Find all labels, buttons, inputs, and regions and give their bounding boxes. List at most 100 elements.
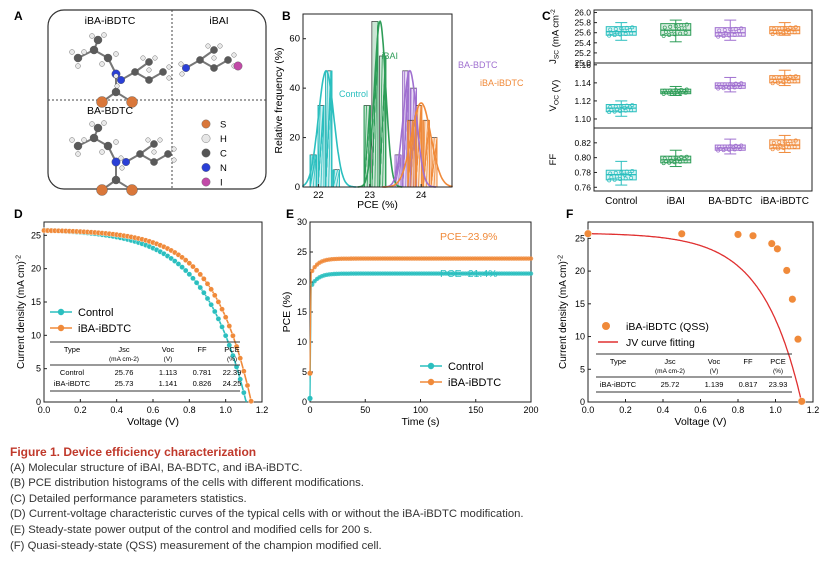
data-point bbox=[237, 355, 243, 362]
x-tick-label: 50 bbox=[360, 405, 370, 415]
sulfur-atom bbox=[96, 96, 108, 108]
data-point bbox=[679, 87, 684, 92]
data-point bbox=[248, 398, 254, 404]
data-point bbox=[732, 147, 737, 152]
bar-hatch bbox=[363, 105, 367, 188]
data-point bbox=[607, 110, 612, 115]
y-tick-label: 10 bbox=[575, 332, 585, 342]
bar-hatch bbox=[312, 154, 317, 188]
data-point bbox=[208, 301, 214, 308]
data-point bbox=[662, 25, 667, 30]
qss-data-point bbox=[677, 229, 686, 238]
y-tick-label: 25 bbox=[575, 233, 585, 243]
data-point bbox=[608, 171, 613, 176]
panel-letter-e: E bbox=[286, 207, 294, 221]
y-tick-label: 1.16 bbox=[574, 60, 591, 70]
y-axis-label: Current density (mA cm)-2 bbox=[16, 255, 28, 369]
data-point bbox=[738, 32, 743, 37]
plot-frame bbox=[593, 62, 813, 129]
data-point bbox=[683, 90, 688, 95]
data-point bbox=[682, 26, 687, 31]
legend-label: iBA-iBDTC bbox=[78, 323, 131, 335]
data-point bbox=[614, 174, 619, 179]
data-point bbox=[793, 25, 798, 30]
data-point bbox=[661, 161, 666, 166]
data-point bbox=[778, 143, 783, 148]
label-ibai: iBAI bbox=[209, 15, 228, 27]
legend-marker bbox=[57, 308, 65, 316]
data-point bbox=[230, 352, 236, 359]
bar-hatch bbox=[363, 105, 371, 188]
data-point bbox=[222, 314, 229, 321]
nitrogen-atom bbox=[111, 157, 121, 167]
hydrogen-atom bbox=[171, 146, 177, 152]
hydrogen-atom bbox=[217, 43, 223, 49]
data-point bbox=[219, 306, 225, 312]
hydrogen-atom bbox=[178, 61, 184, 67]
series-annotation: Control bbox=[339, 89, 368, 99]
x-tick-label: 0.0 bbox=[582, 405, 595, 415]
data-point bbox=[215, 299, 222, 305]
hydrogen-atom bbox=[171, 157, 177, 163]
gaussian-fit-line bbox=[302, 69, 357, 188]
panel-letter-b: B bbox=[282, 9, 291, 23]
data-point bbox=[772, 78, 777, 83]
plot-frame bbox=[593, 9, 813, 64]
panel-d-jv-curves: D 0.0 0.2 0.4 0.6 0.8 1.0 1.2 0 5 10 15 20 25 Voltage … bbox=[14, 207, 268, 428]
data-point bbox=[788, 25, 793, 30]
sulfur-atom bbox=[126, 184, 138, 196]
table-header: FF bbox=[743, 357, 753, 366]
category-label: iBAI bbox=[667, 196, 685, 207]
data-point bbox=[721, 34, 726, 39]
panel-letter-d: D bbox=[14, 207, 23, 221]
data-point bbox=[623, 108, 628, 113]
data-point bbox=[793, 138, 798, 143]
x-tick-label: 0.8 bbox=[732, 405, 745, 415]
legend-atom-icon bbox=[201, 177, 211, 187]
data-point bbox=[673, 155, 678, 160]
data-point bbox=[179, 264, 185, 270]
y-tick-label: 25.4 bbox=[574, 38, 591, 48]
y-tick-label: 25.2 bbox=[574, 48, 591, 58]
table-header: Type bbox=[64, 345, 80, 354]
qss-data-point bbox=[793, 335, 803, 344]
x-axis-label: Voltage (V) bbox=[675, 416, 727, 428]
x-tick-label: 0.6 bbox=[694, 405, 707, 415]
carbon-atom bbox=[150, 140, 158, 148]
data-point bbox=[728, 27, 733, 32]
data-point bbox=[678, 31, 683, 36]
legend-atom-icon bbox=[201, 148, 211, 158]
y-tick-label: 5 bbox=[36, 364, 41, 374]
data-point bbox=[679, 23, 684, 28]
data-point bbox=[672, 32, 677, 37]
table-header: Jsc bbox=[118, 345, 130, 354]
hydrogen-atom bbox=[75, 63, 81, 69]
data-point bbox=[629, 175, 634, 180]
data-point bbox=[684, 87, 689, 92]
carbon-atom bbox=[93, 35, 103, 45]
data-point bbox=[786, 142, 791, 146]
data-point bbox=[722, 82, 727, 87]
legend-atom-symbol: H bbox=[220, 134, 227, 145]
data-point bbox=[772, 29, 777, 34]
data-point bbox=[171, 258, 178, 264]
data-point bbox=[683, 159, 688, 164]
data-point bbox=[669, 158, 674, 163]
y-tick-label: 1.14 bbox=[574, 78, 591, 88]
x-tick-label: 1.0 bbox=[219, 405, 232, 415]
data-point bbox=[630, 103, 635, 107]
caption-title: Figure 1. Device efficiency characteriza… bbox=[10, 445, 257, 459]
nitrogen-atom bbox=[181, 63, 190, 72]
hydrogen-atom bbox=[166, 64, 172, 70]
y-tick-label: 26.0 bbox=[574, 8, 591, 18]
data-point bbox=[663, 30, 668, 34]
data-point bbox=[717, 144, 722, 149]
y-tick-label: 0 bbox=[36, 397, 41, 407]
x-tick-label: 1.2 bbox=[807, 405, 820, 415]
data-point bbox=[727, 147, 732, 152]
molecule-structures bbox=[69, 32, 243, 196]
table-cell: iBA-iBDTC bbox=[54, 379, 91, 388]
x-tick-label: 0.0 bbox=[38, 405, 51, 415]
data-point bbox=[226, 323, 233, 329]
data-point bbox=[663, 90, 668, 95]
